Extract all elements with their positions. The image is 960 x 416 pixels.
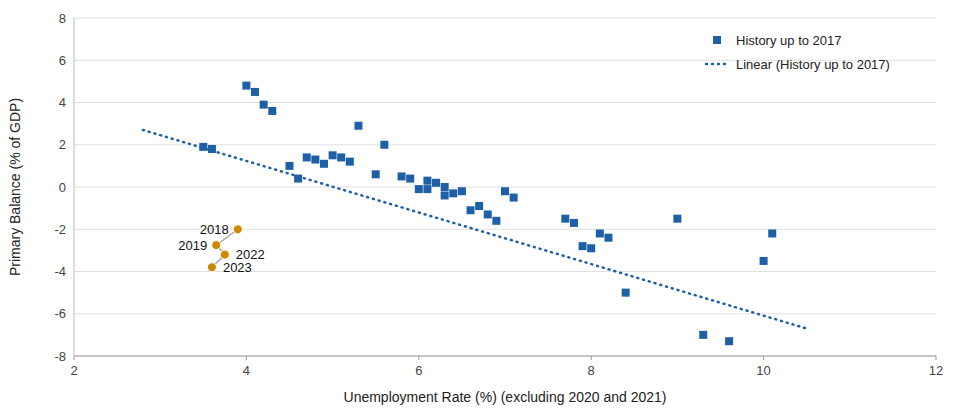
series bbox=[199, 82, 776, 346]
y-tick-label: 8 bbox=[59, 11, 66, 26]
y-axis-title: Primary Balance (% of GDP) bbox=[7, 98, 23, 276]
point bbox=[561, 215, 569, 223]
grid-line bbox=[74, 271, 936, 272]
point bbox=[699, 331, 707, 339]
x-tick bbox=[936, 356, 937, 360]
point-labels: 2018201920222023 bbox=[178, 222, 264, 275]
point bbox=[260, 101, 268, 109]
y-tick-label: -4 bbox=[54, 264, 66, 279]
point bbox=[329, 151, 337, 159]
plot-area bbox=[143, 82, 807, 346]
legend-label: History up to 2017 bbox=[736, 33, 842, 48]
point-label: 2023 bbox=[223, 260, 252, 275]
point bbox=[423, 177, 431, 185]
point bbox=[372, 170, 380, 178]
point-label: 2018 bbox=[200, 222, 229, 237]
point bbox=[242, 82, 250, 90]
point bbox=[432, 179, 440, 187]
y-tick-label: 0 bbox=[59, 180, 66, 195]
point bbox=[337, 153, 345, 161]
y-tick-label: 4 bbox=[59, 95, 66, 110]
grid-line bbox=[74, 313, 936, 314]
point bbox=[501, 187, 509, 195]
point bbox=[475, 202, 483, 210]
chart: -8 -6 -4 -2 0 2 4 6 8 2 4 6 8 10 12 Unemployment Rate (… bbox=[0, 0, 960, 416]
y-axis-line bbox=[74, 18, 75, 356]
x-axis-line bbox=[74, 356, 936, 357]
point bbox=[233, 225, 242, 234]
y-tick-label: -6 bbox=[54, 306, 66, 321]
x-tick-label: 12 bbox=[929, 363, 943, 378]
point bbox=[604, 234, 612, 242]
x-tick-label: 2 bbox=[70, 363, 77, 378]
page: {"chart_data": { "type": "scatter", "xla… bbox=[0, 0, 960, 416]
point bbox=[346, 158, 354, 166]
point bbox=[673, 215, 681, 223]
point bbox=[760, 257, 768, 265]
grid-line bbox=[74, 102, 936, 103]
point-label: 2019 bbox=[178, 238, 207, 253]
point bbox=[303, 153, 311, 161]
point bbox=[406, 175, 414, 183]
point bbox=[570, 219, 578, 227]
point bbox=[484, 210, 492, 218]
y-tick-label: -2 bbox=[54, 222, 66, 237]
point bbox=[441, 191, 449, 199]
y-tick-label: 2 bbox=[59, 137, 66, 152]
point bbox=[587, 244, 595, 252]
grid bbox=[74, 18, 936, 356]
point bbox=[251, 88, 259, 96]
series bbox=[143, 130, 807, 329]
point bbox=[458, 187, 466, 195]
point bbox=[596, 229, 604, 237]
point bbox=[415, 185, 423, 193]
y-tick-label: -8 bbox=[54, 349, 66, 364]
x-tick-label: 10 bbox=[756, 363, 770, 378]
x-tick bbox=[74, 356, 75, 360]
point bbox=[311, 156, 319, 164]
axes: -8 -6 -4 -2 0 2 4 6 8 2 4 6 8 10 12 bbox=[54, 11, 943, 379]
point bbox=[768, 229, 776, 237]
point bbox=[510, 194, 518, 202]
grid-line bbox=[74, 18, 936, 19]
x-tick bbox=[246, 356, 247, 360]
point bbox=[286, 162, 294, 170]
point bbox=[441, 183, 449, 191]
x-tick-label: 4 bbox=[243, 363, 250, 378]
x-tick bbox=[418, 356, 419, 360]
point bbox=[492, 217, 500, 225]
grid-line bbox=[74, 356, 936, 357]
x-tick-label: 8 bbox=[588, 363, 595, 378]
point bbox=[207, 263, 216, 272]
x-tick bbox=[763, 356, 764, 360]
x-axis-title: Unemployment Rate (%) (excluding 2020 an… bbox=[344, 389, 667, 405]
legend-marker bbox=[713, 36, 721, 44]
point bbox=[423, 185, 431, 193]
legend-label: Linear (History up to 2017) bbox=[736, 57, 890, 72]
point bbox=[212, 241, 221, 250]
point bbox=[268, 107, 276, 115]
point bbox=[725, 337, 733, 345]
point bbox=[398, 172, 406, 180]
point bbox=[320, 160, 328, 168]
x-tick bbox=[591, 356, 592, 360]
point bbox=[449, 189, 457, 197]
legend-line bbox=[706, 63, 728, 66]
trend-line bbox=[143, 130, 807, 329]
point bbox=[467, 206, 475, 214]
point bbox=[220, 250, 229, 259]
point bbox=[622, 289, 630, 297]
y-tick-label: 6 bbox=[59, 53, 66, 68]
point bbox=[354, 122, 362, 130]
point bbox=[380, 141, 388, 149]
point bbox=[579, 242, 587, 250]
legend: History up to 2017 Linear (History up to … bbox=[706, 33, 890, 72]
x-tick-label: 6 bbox=[415, 363, 422, 378]
